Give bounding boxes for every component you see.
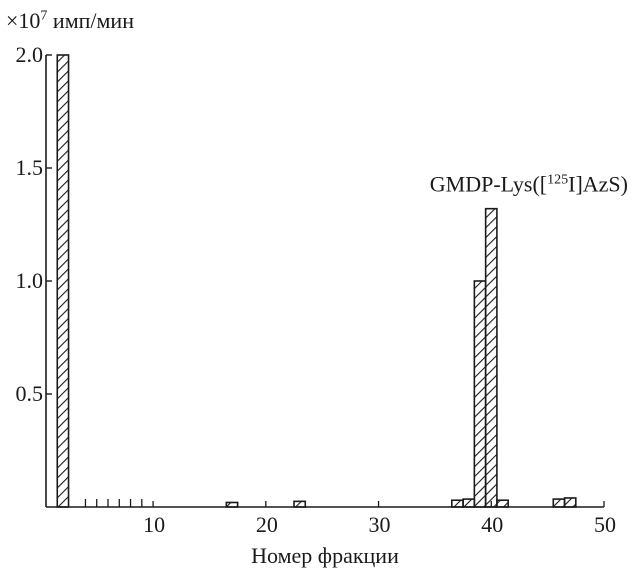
chart-axes bbox=[45, 54, 605, 508]
bar bbox=[56, 54, 70, 508]
y-tick-label: 1.5 bbox=[16, 155, 44, 180]
bar bbox=[496, 499, 509, 508]
y-axis-unit-label: ×107 имп/мин bbox=[6, 8, 134, 34]
x-tick-label: 10 bbox=[143, 512, 165, 537]
chart-bars bbox=[56, 54, 577, 508]
y-tick-label: 1.0 bbox=[16, 268, 44, 293]
bar bbox=[462, 498, 476, 508]
peak-annotation: GMDP-Lys([125I]AzS) bbox=[430, 172, 628, 197]
x-tick-label: 50 bbox=[594, 512, 616, 537]
bar bbox=[563, 497, 577, 508]
y-axis-unit-text: имп/мин bbox=[52, 8, 134, 33]
y-axis-unit-exponent: 7 bbox=[40, 8, 48, 24]
bar bbox=[473, 280, 487, 508]
bar bbox=[451, 499, 464, 508]
y-axis-unit-prefix: ×10 bbox=[6, 8, 41, 33]
x-axis-label: Номер фракции bbox=[251, 543, 399, 568]
x-tick-label: 20 bbox=[256, 512, 278, 537]
x-tick-label: 30 bbox=[369, 512, 391, 537]
bar bbox=[225, 501, 239, 508]
y-tick-label: 0.5 bbox=[16, 381, 44, 406]
y-tick-label: 2.0 bbox=[16, 42, 44, 67]
bar bbox=[484, 207, 498, 508]
x-tick-label: 40 bbox=[481, 512, 503, 537]
chart-labels: 0.5 1.0 1.5 2.0 10 20 30 40 50 Номер фракции GMDP-… bbox=[16, 42, 629, 568]
bar bbox=[552, 498, 566, 508]
bar bbox=[293, 500, 307, 508]
